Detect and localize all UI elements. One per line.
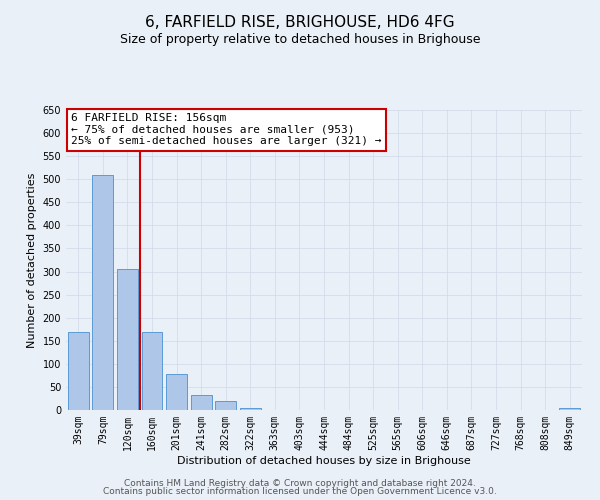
X-axis label: Distribution of detached houses by size in Brighouse: Distribution of detached houses by size … — [177, 456, 471, 466]
Bar — [68, 332, 89, 410]
Y-axis label: Number of detached properties: Number of detached properties — [27, 172, 37, 348]
Text: Contains HM Land Registry data © Crown copyright and database right 2024.: Contains HM Land Registry data © Crown c… — [124, 478, 476, 488]
Bar — [166, 374, 187, 410]
Bar — [215, 401, 236, 410]
Text: 6, FARFIELD RISE, BRIGHOUSE, HD6 4FG: 6, FARFIELD RISE, BRIGHOUSE, HD6 4FG — [145, 15, 455, 30]
Bar — [117, 269, 138, 410]
Bar — [92, 174, 113, 410]
Bar — [559, 408, 580, 410]
Bar — [240, 408, 261, 410]
Text: 6 FARFIELD RISE: 156sqm
← 75% of detached houses are smaller (953)
25% of semi-d: 6 FARFIELD RISE: 156sqm ← 75% of detache… — [71, 113, 382, 146]
Bar — [191, 395, 212, 410]
Text: Contains public sector information licensed under the Open Government Licence v3: Contains public sector information licen… — [103, 487, 497, 496]
Bar — [142, 332, 163, 410]
Text: Size of property relative to detached houses in Brighouse: Size of property relative to detached ho… — [120, 32, 480, 46]
